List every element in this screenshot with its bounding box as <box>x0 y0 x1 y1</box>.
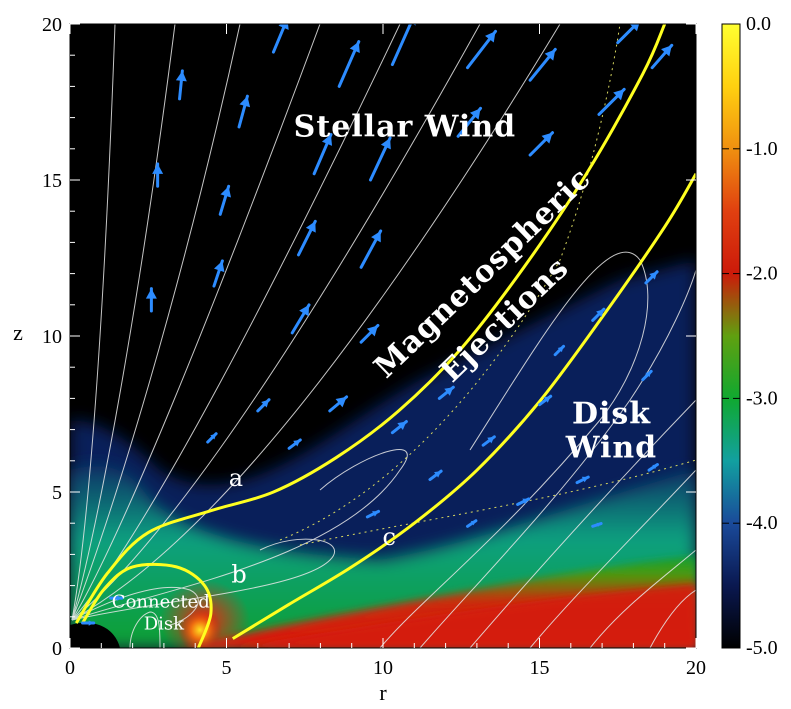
velocity-arrow <box>466 29 498 70</box>
field-line <box>419 269 696 648</box>
velocity-arrow <box>206 432 218 444</box>
annotation-disk: Disk <box>572 396 651 431</box>
field-line <box>71 538 336 621</box>
disk-core <box>230 584 696 648</box>
velocity-arrow <box>466 519 478 528</box>
field-line <box>129 611 161 648</box>
velocity-arrow <box>287 438 302 450</box>
field-line <box>71 24 561 621</box>
x-tick-label: 5 <box>222 657 232 679</box>
velocity-arrow <box>359 323 380 344</box>
velocity-arrow <box>516 497 531 506</box>
dotted-line <box>279 24 621 541</box>
x-tick-label: 20 <box>686 657 706 679</box>
velocity-arrow <box>237 94 251 129</box>
annotation-disk: Disk <box>144 613 185 634</box>
colorbar-tick-label: 0.0 <box>746 13 771 35</box>
field-line <box>379 251 649 648</box>
field-line <box>589 549 696 648</box>
velocity-arrow <box>365 509 381 519</box>
colorbar-tick-label: -1.0 <box>746 138 778 160</box>
velocity-arrow <box>428 469 443 482</box>
colorbar <box>721 23 741 649</box>
velocity-arrow <box>296 219 317 257</box>
velocity-arrow <box>437 385 455 400</box>
velocity-arrow <box>528 131 555 157</box>
velocity-arrow <box>553 344 566 357</box>
velocity-arrow <box>256 398 271 413</box>
yellow-field-line-c <box>231 172 696 640</box>
velocity-arrow <box>290 303 311 335</box>
velocity-arrow <box>650 43 674 70</box>
annotation-stellar-wind: Stellar Wind <box>294 109 516 144</box>
velocity-arrow <box>152 162 164 188</box>
annotation-c: c <box>383 523 396 551</box>
velocity-arrow <box>212 259 225 288</box>
velocity-arrow <box>647 463 659 472</box>
colorbar-tick-label: -5.0 <box>746 637 778 659</box>
velocity-arrow <box>641 369 653 382</box>
field-line <box>71 24 321 621</box>
velocity-vectors <box>81 24 674 626</box>
velocity-arrow <box>312 133 333 176</box>
velocity-arrow <box>368 136 392 182</box>
velocity-arrow <box>390 420 408 435</box>
velocity-arrow <box>575 475 590 485</box>
velocity-arrow <box>644 270 659 285</box>
yellow-field-line-b <box>81 562 213 648</box>
star <box>70 622 120 648</box>
velocity-arrow <box>218 184 232 216</box>
axes: 0 5 10 15 20 0 5 10 15 20 <box>42 14 706 679</box>
velocity-arrow <box>538 394 553 407</box>
velocity-arrow <box>359 229 383 269</box>
velocity-arrow <box>481 435 496 447</box>
y-tick-label: 20 <box>42 14 62 36</box>
annotation-connected: Connected <box>112 591 210 612</box>
yellow-field-line-a <box>74 24 667 624</box>
velocity-arrow <box>175 69 187 101</box>
y-tick-label: 0 <box>52 638 62 660</box>
x-tick-label: 0 <box>65 657 75 679</box>
x-tick-label: 10 <box>373 657 393 679</box>
field-line <box>469 399 696 648</box>
y-tick-label: 15 <box>42 170 62 192</box>
colorbar-tick-label: -2.0 <box>746 263 778 285</box>
field-line <box>71 24 176 621</box>
y-tick-label: 5 <box>52 482 62 504</box>
dotted-separatrix <box>279 24 696 546</box>
velocity-arrow <box>591 522 603 528</box>
velocity-arrow <box>456 106 483 138</box>
field-line <box>529 469 696 648</box>
field-line <box>71 586 199 626</box>
velocity-arrow <box>597 87 626 116</box>
field-line <box>71 24 241 621</box>
field-line <box>71 24 116 621</box>
annotation-a: a <box>229 464 243 492</box>
yellow-field-lines <box>74 24 696 648</box>
velocity-arrow <box>328 395 349 413</box>
x-axis-title: r <box>379 680 387 705</box>
annotation-wind: Wind <box>565 431 657 466</box>
colorbar-tick-label: -4.0 <box>746 512 778 534</box>
velocity-arrow <box>528 47 557 82</box>
field-line <box>71 449 408 621</box>
annotation-b: b <box>231 560 246 588</box>
velocity-arrow <box>81 620 96 626</box>
colorbar-ticks: 0.0 -1.0 -2.0 -3.0 -4.0 -5.0 <box>722 13 778 659</box>
field-line <box>649 589 696 648</box>
velocity-arrow <box>591 307 606 322</box>
velocity-arrow <box>337 40 361 88</box>
x-tick-label: 15 <box>530 657 550 679</box>
y-axis-title: z <box>13 320 23 345</box>
y-tick-label: 10 <box>42 326 62 348</box>
velocity-arrow <box>145 287 157 313</box>
velocity-arrow <box>109 595 124 601</box>
colorbar-tick-label: -3.0 <box>746 387 778 409</box>
